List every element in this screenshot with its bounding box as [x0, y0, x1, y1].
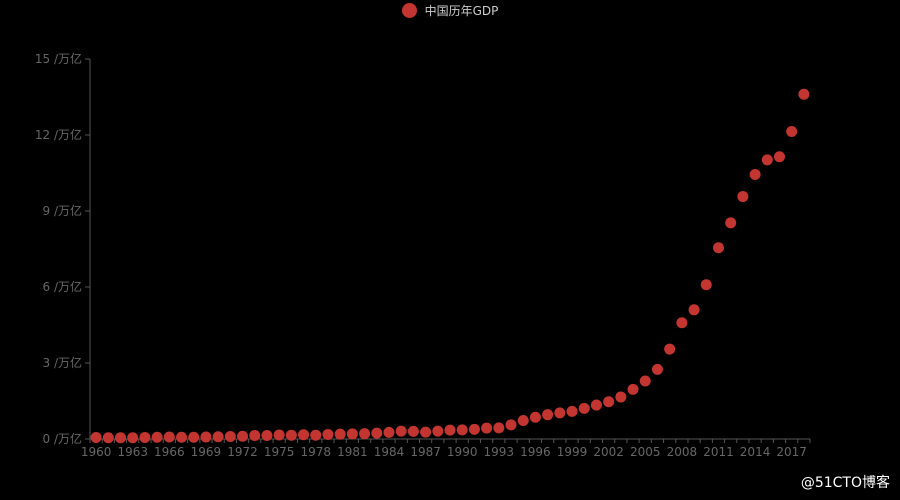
data-point[interactable] — [517, 415, 529, 427]
y-tick-label: 6 /万亿 — [43, 279, 83, 294]
y-tick-label: 15 /万亿 — [35, 51, 82, 66]
data-point[interactable] — [200, 431, 212, 443]
y-tick-label: 9 /万亿 — [43, 203, 83, 218]
data-point[interactable] — [529, 411, 541, 423]
data-point[interactable] — [615, 391, 627, 403]
x-tick-label: 1993 — [484, 445, 515, 459]
data-point[interactable] — [444, 424, 456, 436]
x-tick-label: 1990 — [447, 445, 478, 459]
data-point[interactable] — [163, 431, 175, 443]
data-point[interactable] — [139, 431, 151, 443]
x-tick-label: 2011 — [703, 445, 734, 459]
data-point[interactable] — [700, 279, 712, 291]
data-point[interactable] — [651, 363, 663, 375]
data-point[interactable] — [688, 304, 700, 316]
data-point[interactable] — [115, 432, 127, 444]
data-point[interactable] — [188, 431, 200, 443]
data-point[interactable] — [639, 375, 651, 387]
legend-swatch — [401, 3, 417, 18]
data-point[interactable] — [786, 125, 798, 137]
data-point[interactable] — [432, 425, 444, 437]
y-tick-label: 12 /万亿 — [35, 127, 82, 142]
x-tick-label: 1984 — [374, 445, 405, 459]
data-point[interactable] — [712, 242, 724, 254]
y-tick-label: 3 /万亿 — [43, 355, 83, 370]
x-tick-label: 2014 — [740, 445, 771, 459]
data-point[interactable] — [237, 430, 249, 442]
data-point[interactable] — [420, 426, 432, 438]
x-tick-label: 1978 — [300, 445, 331, 459]
data-point[interactable] — [761, 154, 773, 166]
data-point[interactable] — [249, 429, 261, 441]
watermark: @51CTO博客 — [800, 475, 890, 491]
x-tick-label: 1966 — [154, 445, 185, 459]
data-point[interactable] — [493, 422, 505, 434]
data-point[interactable] — [481, 422, 493, 434]
x-tick-label: 1963 — [117, 445, 148, 459]
x-tick-label: 2008 — [667, 445, 698, 459]
x-tick-label: 2005 — [630, 445, 661, 459]
data-point[interactable] — [725, 217, 737, 229]
x-tick-label: 1969 — [191, 445, 222, 459]
x-tick-label: 1975 — [264, 445, 295, 459]
data-point[interactable] — [212, 431, 224, 443]
data-point[interactable] — [176, 431, 188, 443]
data-point[interactable] — [456, 424, 468, 436]
data-point[interactable] — [285, 429, 297, 441]
data-point[interactable] — [395, 425, 407, 437]
data-point[interactable] — [298, 429, 310, 441]
data-point[interactable] — [554, 407, 566, 419]
data-point[interactable] — [468, 423, 480, 435]
x-tick-label: 1972 — [227, 445, 258, 459]
data-point[interactable] — [603, 396, 615, 408]
x-tick-label: 1996 — [520, 445, 551, 459]
data-point[interactable] — [737, 191, 749, 203]
data-point[interactable] — [359, 428, 371, 440]
legend[interactable]: 中国历年GDP — [0, 2, 900, 19]
data-point[interactable] — [127, 432, 139, 444]
legend-label: 中国历年GDP — [424, 4, 499, 18]
data-point[interactable] — [407, 425, 419, 437]
data-point[interactable] — [590, 399, 602, 411]
data-point[interactable] — [505, 419, 517, 431]
data-point[interactable] — [542, 409, 554, 421]
data-point[interactable] — [664, 343, 676, 355]
data-point[interactable] — [334, 428, 346, 440]
data-point[interactable] — [383, 426, 395, 438]
x-tick-label: 1987 — [410, 445, 441, 459]
data-point[interactable] — [749, 169, 761, 181]
data-point[interactable] — [676, 317, 688, 329]
data-point[interactable] — [102, 432, 114, 444]
data-point[interactable] — [273, 429, 285, 441]
data-point[interactable] — [627, 383, 639, 395]
x-tick-label: 1960 — [81, 445, 112, 459]
data-point[interactable] — [566, 405, 578, 417]
x-tick-label: 2017 — [776, 445, 807, 459]
data-point[interactable] — [371, 427, 383, 439]
data-point[interactable] — [578, 402, 590, 414]
data-point[interactable] — [798, 88, 810, 100]
data-point[interactable] — [224, 430, 236, 442]
x-tick-label: 1981 — [337, 445, 368, 459]
data-point[interactable] — [90, 431, 102, 443]
data-point[interactable] — [322, 428, 334, 440]
y-tick-label: 0 /万亿 — [43, 431, 83, 446]
x-tick-label: 1999 — [557, 445, 588, 459]
data-point[interactable] — [310, 429, 322, 441]
data-point[interactable] — [261, 429, 273, 441]
data-point[interactable] — [346, 428, 358, 440]
x-tick-label: 2002 — [593, 445, 624, 459]
data-point[interactable] — [151, 431, 163, 443]
data-point[interactable] — [773, 151, 785, 163]
